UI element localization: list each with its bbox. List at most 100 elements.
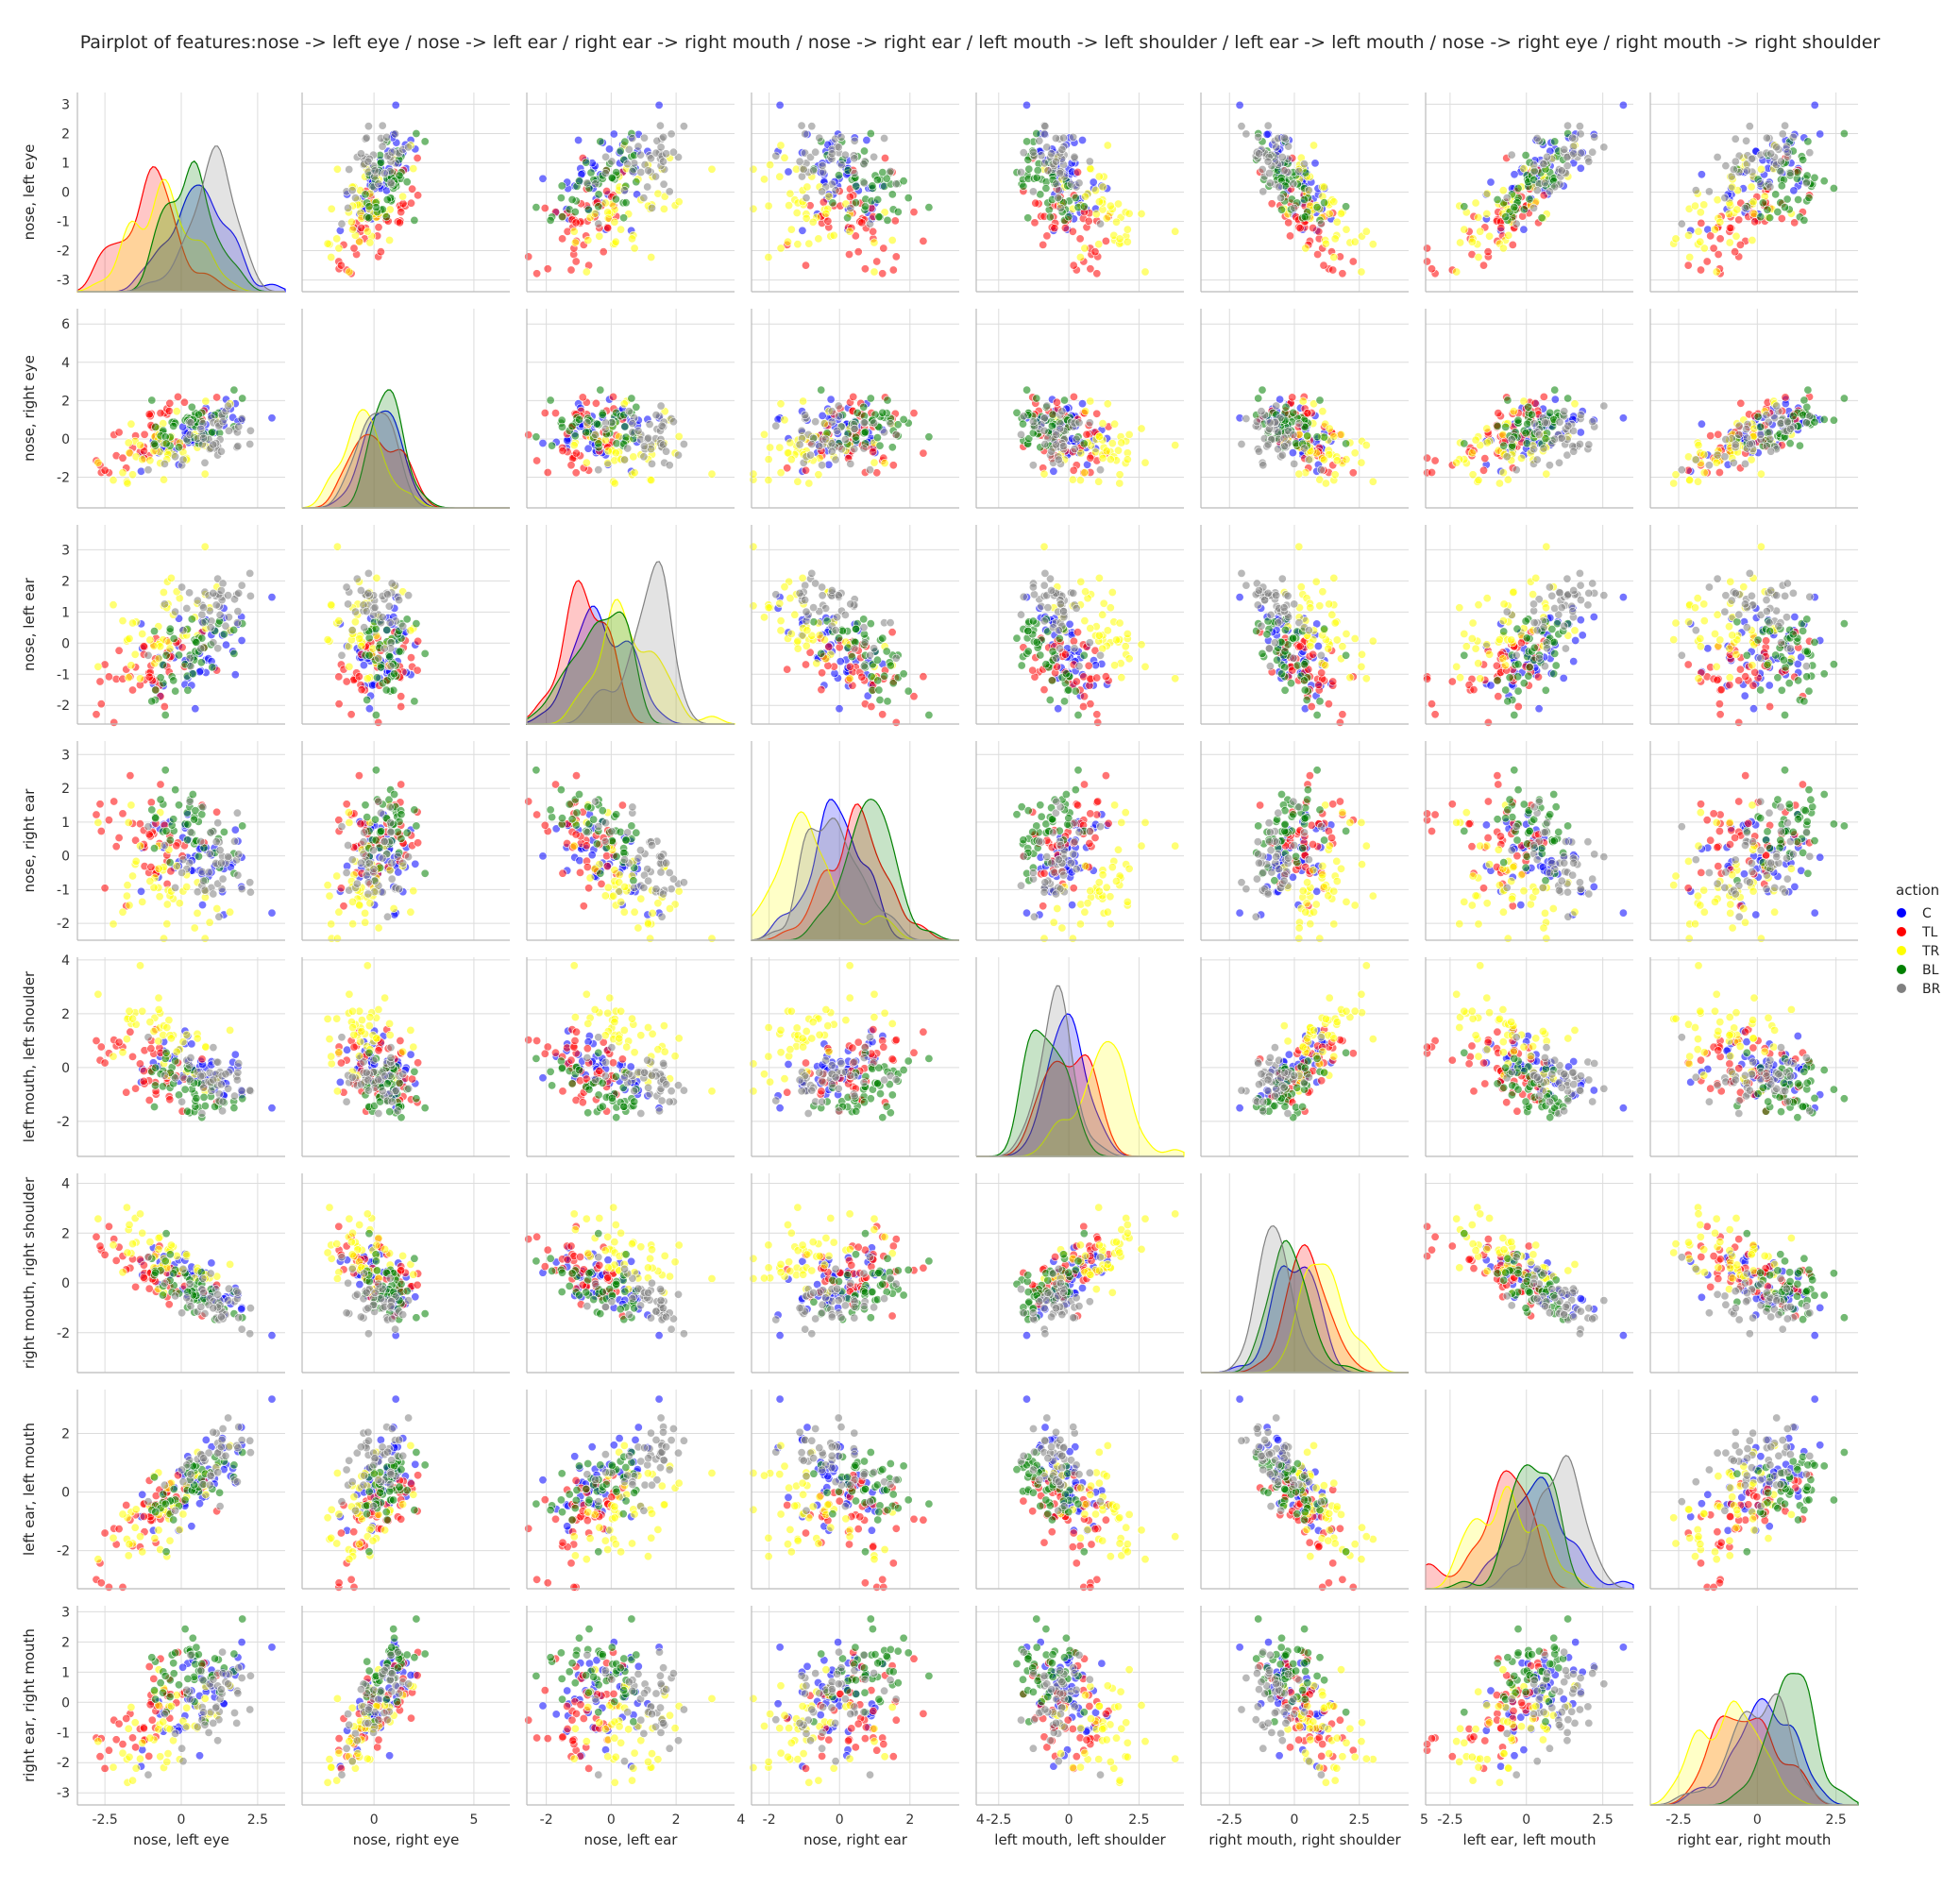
- point-BR: [1785, 424, 1795, 433]
- point-TL: [801, 465, 810, 475]
- point-BL: [1804, 194, 1814, 203]
- point-TR: [1330, 470, 1340, 480]
- point-TR: [630, 468, 639, 478]
- point-BR: [1272, 591, 1281, 600]
- point-BL: [873, 676, 883, 685]
- point-TR: [786, 189, 795, 198]
- point-TL: [1735, 665, 1745, 674]
- point-TR: [1098, 182, 1107, 192]
- point-TR: [1699, 449, 1709, 459]
- point-TR: [1739, 582, 1749, 592]
- point-BL: [1527, 410, 1536, 419]
- point-BR: [1734, 421, 1744, 430]
- point-BR: [391, 129, 400, 139]
- point-BL: [878, 408, 887, 417]
- point-TR: [1358, 649, 1367, 659]
- point-BR: [644, 433, 653, 443]
- point-TR: [1467, 633, 1477, 643]
- point-BL: [1293, 661, 1302, 670]
- point-TR: [1171, 674, 1180, 683]
- point-BR: [1731, 440, 1740, 449]
- point-BL: [1064, 685, 1073, 695]
- point-BR: [1054, 194, 1063, 203]
- point-BL: [924, 710, 934, 719]
- point-BR: [1096, 465, 1106, 475]
- point-TR: [363, 227, 372, 236]
- point-BR: [234, 422, 244, 431]
- point-BR: [1054, 626, 1063, 635]
- point-BR: [840, 435, 850, 445]
- point-TL: [824, 642, 834, 651]
- point-TL: [104, 672, 113, 682]
- point-BR: [1555, 458, 1564, 467]
- point-TR: [1467, 448, 1477, 458]
- point-C: [538, 438, 548, 447]
- point-BL: [883, 396, 892, 405]
- point-TR: [1094, 240, 1104, 249]
- point-BR: [1059, 442, 1069, 451]
- point-TR: [1081, 192, 1090, 201]
- point-BR: [619, 455, 629, 464]
- point-BL: [1277, 669, 1287, 679]
- point-TL: [818, 668, 827, 678]
- point-BR: [237, 413, 246, 423]
- point-BL: [420, 137, 430, 146]
- point-BR: [821, 434, 831, 444]
- point-BL: [1819, 669, 1829, 679]
- point-BR: [1550, 603, 1560, 613]
- point-TL: [1069, 261, 1078, 270]
- point-BR: [216, 447, 226, 456]
- point-BL: [632, 402, 641, 412]
- point-BL: [598, 410, 607, 419]
- point-BL: [1802, 615, 1812, 624]
- point-BR: [1085, 418, 1094, 428]
- point-TR: [334, 244, 344, 253]
- point-BR: [668, 417, 678, 427]
- point-TR: [1110, 661, 1120, 670]
- point-BR: [1254, 132, 1263, 142]
- point-BR: [1575, 439, 1584, 448]
- point-TR: [1357, 662, 1366, 671]
- point-TR: [1482, 210, 1492, 219]
- point-BL: [1547, 624, 1557, 633]
- point-C: [237, 635, 246, 645]
- point-BL: [1549, 669, 1559, 679]
- point-BR: [1529, 599, 1539, 609]
- point-BR: [206, 623, 215, 632]
- point-BR: [380, 169, 389, 178]
- point-TR: [803, 626, 812, 635]
- point-TL: [1683, 660, 1693, 669]
- point-C: [1235, 100, 1244, 110]
- point-TR: [1110, 419, 1120, 429]
- point-BL: [1499, 627, 1509, 636]
- point-BR: [1532, 455, 1542, 464]
- point-BR: [1569, 149, 1579, 159]
- point-TR: [1098, 610, 1107, 619]
- point-TR: [1732, 649, 1741, 659]
- point-BL: [878, 633, 887, 643]
- point-BL: [859, 402, 869, 412]
- point-TR: [372, 573, 381, 582]
- point-TR: [1106, 201, 1115, 211]
- point-TR: [785, 201, 794, 211]
- point-BL: [1254, 394, 1263, 403]
- point-TR: [1337, 209, 1346, 218]
- point-TR: [327, 204, 336, 213]
- point-TL: [1295, 642, 1305, 651]
- point-TR: [1081, 587, 1090, 597]
- panel-r2-c6: [1423, 525, 1633, 727]
- point-BL: [161, 439, 171, 448]
- point-TR: [1337, 430, 1346, 439]
- point-TL: [110, 717, 119, 727]
- point-BR: [382, 132, 392, 142]
- point-TR: [786, 455, 796, 464]
- point-C: [267, 413, 277, 423]
- point-TL: [919, 672, 928, 682]
- point-C: [222, 640, 231, 649]
- y-tick-label: 2: [61, 574, 70, 589]
- point-BL: [147, 697, 157, 706]
- point-TL: [114, 428, 124, 437]
- point-TL: [1307, 701, 1316, 711]
- point-BL: [1512, 624, 1522, 633]
- point-C: [1550, 395, 1560, 404]
